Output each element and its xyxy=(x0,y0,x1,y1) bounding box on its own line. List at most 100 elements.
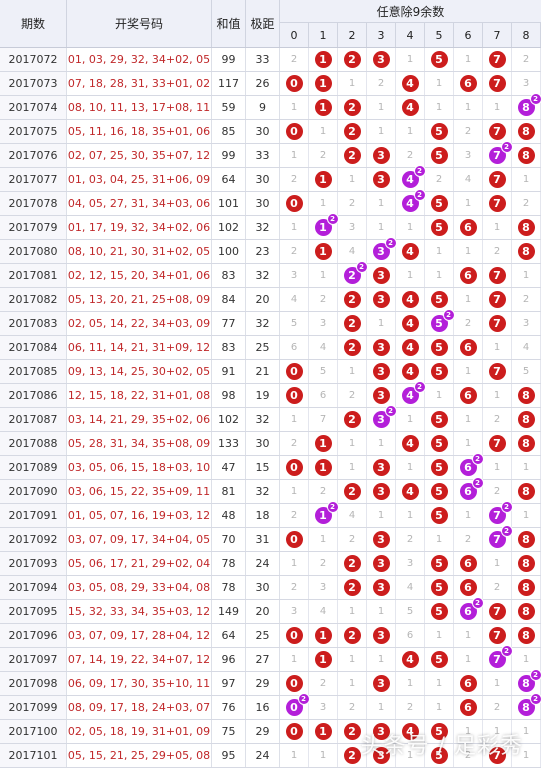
table-row: 2017098 06, 09, 17, 30, 35+10, 11 97 29 0 2 1 3… xyxy=(0,669,541,696)
remainder-cell-5: 1 xyxy=(425,96,454,119)
remainder-cell-6: 6 xyxy=(454,696,483,719)
remainder-cell-5: 5 xyxy=(425,360,454,383)
remainder-cell-5: 2 xyxy=(425,168,454,191)
miss-count: 4 xyxy=(290,294,298,305)
remainder-cell-4: 1 xyxy=(396,264,425,287)
remainder-cell-4: 4 xyxy=(396,96,425,119)
hit-ball: 7 xyxy=(488,363,506,380)
ball-digit: 3 xyxy=(377,461,385,474)
remainder-cell-2: 1 xyxy=(338,168,367,191)
hit-ball: 5 xyxy=(430,603,448,620)
miss-count: 1 xyxy=(348,78,356,89)
ball-digit: 5 xyxy=(435,317,443,330)
sum-cell: 91 xyxy=(212,360,246,383)
ball-digit: 7 xyxy=(493,629,501,642)
span-cell: 18 xyxy=(246,504,280,527)
miss-count: 1 xyxy=(348,366,356,377)
miss-count: 3 xyxy=(522,318,530,329)
remainder-cell-1: 3 xyxy=(309,312,338,335)
hit-ball: 4 xyxy=(401,435,419,452)
remainder-cell-2: 2 xyxy=(338,384,367,407)
hit-ball: 2 xyxy=(343,339,361,356)
repeat-count-badge: 2 xyxy=(384,237,397,249)
miss-count: 1 xyxy=(290,222,298,233)
miss-count: 4 xyxy=(406,582,414,593)
miss-count: 1 xyxy=(464,438,472,449)
hit-ball: 3 xyxy=(372,531,390,548)
remainder-cell-5: 5 xyxy=(425,720,454,743)
remainder-cell-1: 1 xyxy=(309,432,338,455)
ball-digit: 5 xyxy=(435,149,443,162)
header-digit-3: 3 xyxy=(367,23,396,47)
remainder-cell-6: 6 xyxy=(454,672,483,695)
miss-count: 3 xyxy=(319,702,327,713)
remainder-cell-1: 2 xyxy=(309,144,338,167)
remainder-cell-7: 7 xyxy=(483,744,512,767)
hit-ball: 5 xyxy=(430,147,448,164)
ball-digit: 3 xyxy=(377,53,385,66)
remainder-cell-0: 0 xyxy=(280,456,309,479)
ball-digit: 4 xyxy=(406,725,414,738)
remainder-cell-8: 8 xyxy=(512,408,541,431)
ball-digit: 2 xyxy=(348,53,356,66)
remainder-cell-4: 2 xyxy=(396,144,425,167)
ball-digit: 1 xyxy=(319,221,327,234)
hit-ball: 7 xyxy=(488,291,506,308)
sum-cell: 76 xyxy=(212,696,246,719)
hit-ball: 2 xyxy=(343,99,361,116)
remainder-cell-0: 0 xyxy=(280,192,309,215)
miss-count: 1 xyxy=(522,174,530,185)
span-cell: 19 xyxy=(246,384,280,407)
remainder-cell-8: 8 xyxy=(512,240,541,263)
remainder-cell-8: 1 xyxy=(512,168,541,191)
remainder-cell-2: 2 xyxy=(338,552,367,575)
remainder-cell-2: 1 xyxy=(338,648,367,671)
ball-digit: 7 xyxy=(493,749,501,762)
remainder-cell-7: 1 xyxy=(483,216,512,239)
ball-digit: 5 xyxy=(435,53,443,66)
miss-count: 1 xyxy=(290,654,298,665)
hit-ball: 4 xyxy=(401,243,419,260)
remainder-cell-3: 1 xyxy=(367,504,396,527)
remainder-cell-4: 1 xyxy=(396,48,425,71)
sum-cell: 101 xyxy=(212,192,246,215)
ball-digit: 7 xyxy=(493,365,501,378)
remainder-cell-8: 2 xyxy=(512,288,541,311)
period-cell: 2017085 xyxy=(0,360,67,383)
remainder-cell-3: 1 xyxy=(367,216,396,239)
span-cell: 24 xyxy=(246,744,280,767)
remainder-cell-8: 2 xyxy=(512,192,541,215)
miss-count: 1 xyxy=(464,366,472,377)
ball-digit: 7 xyxy=(493,77,501,90)
hit-ball: 0 xyxy=(285,531,303,548)
hit-ball: 5 xyxy=(430,747,448,764)
ball-digit: 3 xyxy=(377,557,385,570)
miss-count: 2 xyxy=(493,486,501,497)
ball-digit: 2 xyxy=(348,125,356,138)
remainder-cell-8: 5 xyxy=(512,360,541,383)
ball-digit: 7 xyxy=(493,269,501,282)
sum-cell: 59 xyxy=(212,96,246,119)
ball-digit: 3 xyxy=(377,533,385,546)
hit-ball: 2 xyxy=(343,51,361,68)
miss-count: 4 xyxy=(319,606,327,617)
ball-digit: 4 xyxy=(406,101,414,114)
table-row: 2017083 02, 05, 14, 22, 34+03, 09 77 32 5 3 2 1… xyxy=(0,309,541,336)
hit-ball: 3 xyxy=(372,723,390,740)
remainder-cell-5: 5 xyxy=(425,552,454,575)
remainder-cell-1: 1 xyxy=(309,168,338,191)
remainder-cell-5: 5 xyxy=(425,288,454,311)
draw-numbers-cell: 07, 18, 28, 31, 33+01, 02 xyxy=(67,72,212,95)
miss-count: 1 xyxy=(522,726,530,737)
remainder-cell-0: 2 xyxy=(280,504,309,527)
remainder-cell-3: 3 xyxy=(367,720,396,743)
remainder-cell-4: 4 xyxy=(396,336,425,359)
sum-cell: 98 xyxy=(212,384,246,407)
table-row: 2017081 02, 12, 15, 20, 34+01, 06 83 32 3 1 2 2… xyxy=(0,261,541,288)
span-cell: 15 xyxy=(246,456,280,479)
miss-count: 1 xyxy=(493,390,501,401)
